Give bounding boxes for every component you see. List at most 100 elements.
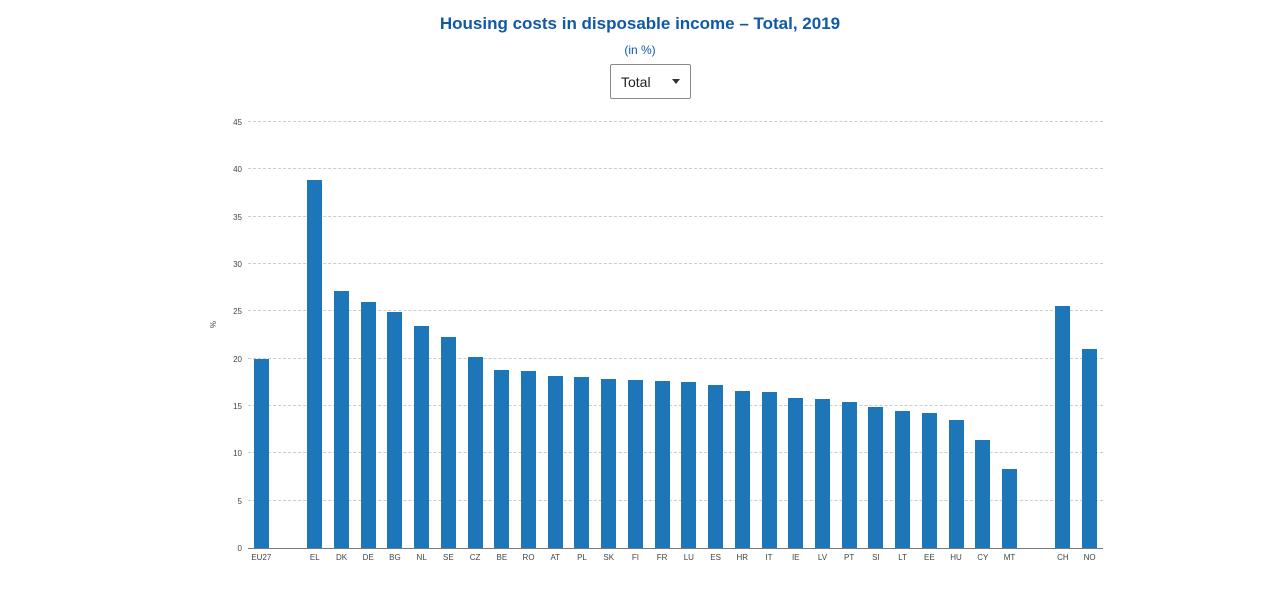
bar-CH [1055, 305, 1071, 548]
gridline-35 [248, 215, 1103, 217]
y-axis-label: % [209, 320, 219, 329]
x-tick-label-ES: ES [710, 553, 721, 562]
bar-slot-LV [809, 122, 836, 548]
bar-slot-SK [595, 122, 622, 548]
x-tick-label-LT: LT [898, 553, 907, 562]
bar-slot-SI [863, 122, 890, 548]
bar-CY [975, 440, 991, 548]
x-tick-label-SK: SK [603, 553, 615, 562]
bar-IE [788, 398, 804, 548]
bar-CZ [467, 356, 483, 548]
bar-HU [948, 420, 964, 548]
bar-LT [895, 410, 911, 548]
x-tick-label-BG: BG [389, 553, 401, 562]
x-tick-label-MT: MT [1003, 553, 1016, 562]
bar-slot-MT [996, 122, 1023, 548]
gridline-25 [248, 310, 1103, 312]
bar-SI [868, 406, 884, 548]
bar-slot-EU27 [248, 122, 275, 548]
bar-slot-IT [756, 122, 783, 548]
y-tick-label-10: 10 [233, 449, 242, 459]
gridline-30 [248, 263, 1103, 265]
x-tick-label-NO: NO [1083, 553, 1096, 562]
bar-MT [1001, 469, 1017, 548]
bars-layer [248, 122, 1103, 548]
gridline-20 [248, 357, 1103, 359]
bar-AT [547, 375, 563, 548]
y-tick-label-45: 45 [233, 118, 242, 127]
x-tick-label-HU: HU [950, 553, 962, 562]
x-tick-label-PT: PT [844, 553, 855, 562]
bar-HR [734, 390, 750, 548]
y-tick-label-40: 40 [233, 165, 242, 175]
x-tick-label-CZ: CZ [469, 553, 481, 562]
x-tick-label-EE: EE [923, 553, 935, 562]
bar-slot-PT [836, 122, 863, 548]
bar-RO [521, 370, 537, 548]
y-tick-label-30: 30 [233, 260, 242, 269]
x-tick-label-AT: AT [550, 553, 561, 562]
bar-slot-FI [622, 122, 649, 548]
bar-slot-ES [702, 122, 729, 548]
bar-slot-FR [649, 122, 676, 548]
x-tick-label-DE: DE [362, 553, 374, 562]
bar-slot-CZ [462, 122, 489, 548]
y-tick-label-20: 20 [233, 354, 242, 364]
bar-EE [921, 412, 937, 548]
y-tick-label-0: 0 [237, 544, 242, 553]
x-tick-label-CY: CY [977, 553, 989, 562]
bar-slot-NO [1076, 122, 1103, 548]
dropdown-selected-value: Total [621, 73, 651, 90]
x-tick-label-SE: SE [443, 553, 454, 562]
x-tick-label-FR: FR [656, 553, 668, 562]
bar-slot-SE [435, 122, 462, 548]
x-axis-labels: EU27 EL DK DE BG NL SE CZ BE RO AT PL SK FI FR LU ES HR IT… [248, 553, 1103, 562]
x-tick-label-IT: IT [765, 553, 773, 562]
bar-FR [654, 381, 670, 548]
total-dropdown[interactable]: Total [610, 64, 691, 99]
bar-SE [440, 336, 456, 548]
gridline-5 [248, 499, 1103, 501]
x-tick-label-HR: HR [736, 553, 749, 562]
bar-slot-HU [943, 122, 970, 548]
y-tick-label-5: 5 [237, 496, 242, 506]
x-tick-label-SI: SI [872, 553, 880, 562]
bar-NL [414, 326, 430, 548]
bar-EL [307, 179, 323, 548]
bar-slot-PL [569, 122, 596, 548]
bar-LU [681, 382, 697, 548]
x-tick-label-RO: RO [522, 553, 535, 562]
bar-PL [574, 376, 590, 548]
bar-ES [708, 385, 724, 548]
bar-slot-HR [729, 122, 756, 548]
x-tick-label-PL: PL [577, 553, 587, 562]
bar-slot-DE [355, 122, 382, 548]
bar-slot-spacer [1023, 122, 1050, 548]
x-tick-label-FI: FI [631, 553, 639, 562]
bar-slot-BE [488, 122, 515, 548]
gridline-45 [248, 121, 1103, 122]
x-tick-label-DK: DK [335, 553, 348, 562]
chart-title: Housing costs in disposable income – Tot… [439, 14, 841, 33]
y-tick-label-25: 25 [233, 307, 242, 317]
x-tick-label-BE: BE [496, 553, 508, 562]
gridline-10 [248, 452, 1103, 454]
gridline-40 [248, 168, 1103, 170]
bar-slot-NL [408, 122, 435, 548]
bar-slot-RO [515, 122, 542, 548]
x-tick-label-LU: LU [683, 553, 694, 562]
bar-slot-EE [916, 122, 943, 548]
chevron-down-icon [672, 79, 680, 84]
bar-BE [494, 370, 510, 548]
plot-area [248, 121, 1103, 549]
x-tick-label-spacer [275, 553, 302, 562]
x-tick-label-spacer [1023, 553, 1050, 562]
bar-FI [627, 379, 643, 548]
x-tick-label-NL: NL [416, 553, 427, 562]
bar-LV [814, 399, 830, 548]
bar-slot-LU [676, 122, 703, 548]
bar-slot-LT [889, 122, 916, 548]
x-tick-label-EU27: EU27 [251, 553, 272, 562]
x-tick-label-IE: IE [791, 553, 800, 562]
